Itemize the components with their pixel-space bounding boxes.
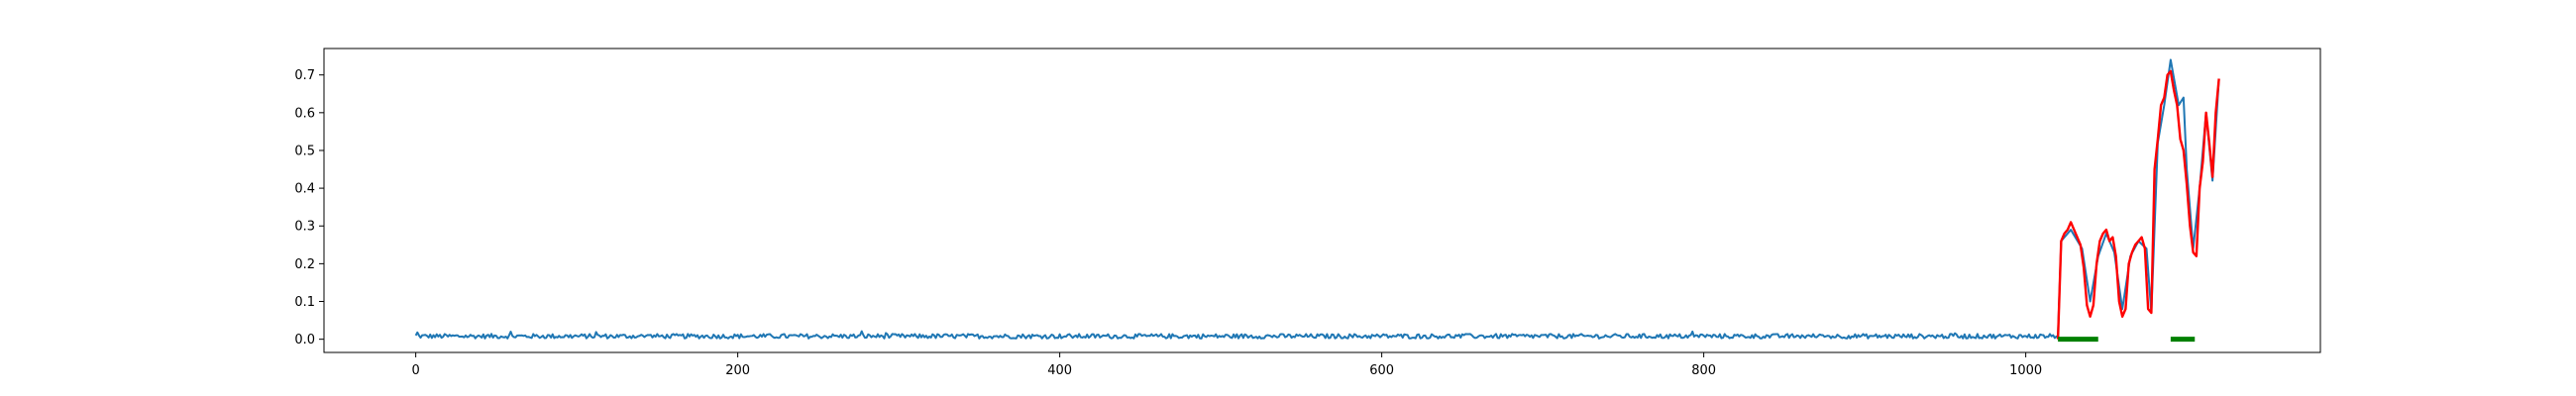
y-tick-label: 0.1	[294, 295, 315, 310]
axes-layer: 0 200 400 600 800 1000 0.0 0.1 0.2 0.3 0.4 0.5 0.6 0.…	[294, 68, 2042, 378]
plot-frame	[323, 48, 2321, 353]
x-tick-label: 1000	[2009, 363, 2042, 378]
y-tick-label: 0.0	[294, 333, 315, 347]
series-line-highlight	[2056, 69, 2220, 340]
x-tick-label: 400	[1047, 363, 1072, 378]
y-tick-label: 0.7	[294, 68, 315, 83]
y-tick-label: 0.3	[294, 220, 315, 235]
y-tick-label: 0.6	[294, 106, 315, 121]
x-tick-label: 800	[1691, 363, 1716, 378]
series-layer	[414, 58, 2220, 343]
y-tick-label: 0.4	[294, 182, 315, 197]
x-tick-label: 0	[411, 363, 419, 378]
y-tick-label: 0.5	[294, 144, 315, 158]
y-tick-label: 0.2	[294, 257, 315, 272]
plot-area	[324, 49, 2320, 352]
series-line-signal	[414, 58, 2220, 340]
x-tick-label: 600	[1369, 363, 1394, 378]
x-tick-label: 200	[725, 363, 750, 378]
